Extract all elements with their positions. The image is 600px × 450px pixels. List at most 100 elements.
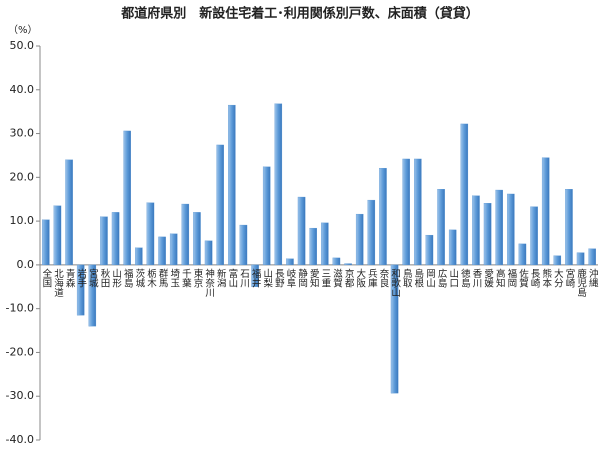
x-tick-label: 広島 [436, 268, 448, 289]
x-tick-label: 香川 [470, 269, 482, 288]
bar [297, 196, 306, 266]
bar [181, 203, 190, 266]
x-tick-label: 東京 [191, 268, 203, 289]
bar [507, 193, 515, 266]
bar [344, 263, 352, 266]
bar [367, 199, 376, 266]
x-tick-label: 滋賀 [331, 268, 343, 289]
x-tick-label: 和歌山 [389, 269, 401, 298]
x-tick-label: 山口 [447, 269, 458, 288]
x-tick-label: 千葉 [180, 269, 192, 289]
y-tick-label: 0.0 [17, 258, 35, 271]
x-tick-label: 大分 [552, 268, 564, 289]
x-tick-label: 山梨 [261, 269, 273, 289]
x-tick-label: 高知 [494, 268, 506, 289]
bar [321, 222, 329, 266]
bar [123, 130, 131, 266]
x-tick-label: 茨城 [133, 268, 145, 289]
bar [262, 166, 271, 266]
y-tick-label: 50.0 [10, 39, 35, 52]
bar [483, 203, 492, 266]
x-tick-label: 新潟 [215, 268, 227, 289]
x-tick-label: 石川 [238, 269, 250, 288]
y-tick-label: -10.0 [6, 302, 34, 315]
bar [42, 219, 50, 266]
x-tick-label: 大阪 [354, 268, 366, 289]
bar [518, 243, 527, 266]
bar [65, 159, 73, 266]
x-tick-label: 兵庫 [366, 268, 378, 289]
x-tick-label: 宮城 [87, 268, 99, 289]
x-tick-label: 青森 [64, 268, 76, 289]
x-tick-label: 三重 [319, 269, 331, 288]
bar [565, 189, 573, 266]
bar [88, 264, 97, 327]
x-tick-label: 奈良 [377, 268, 389, 289]
x-tick-label: 福岡 [505, 268, 517, 289]
bar [146, 202, 155, 266]
bar [216, 144, 224, 266]
bar [76, 264, 85, 316]
x-tick-label: 愛知 [308, 268, 320, 289]
x-tick-label: 栃木 [145, 268, 157, 289]
bar [239, 224, 248, 266]
y-tick-label: 10.0 [10, 214, 35, 227]
bar [193, 212, 201, 266]
y-tick-label: -30.0 [6, 389, 34, 402]
bar [228, 104, 236, 266]
bar [53, 205, 62, 266]
x-tick-label: 徳島 [459, 268, 471, 289]
bar [332, 257, 341, 266]
x-tick-label: 群馬 [157, 268, 169, 289]
bar [553, 255, 562, 266]
y-tick-label: -20.0 [6, 345, 34, 358]
bar [355, 213, 364, 266]
bar [588, 248, 596, 266]
bar [169, 233, 178, 266]
bar [460, 123, 469, 266]
x-tick-label: 秋田 [98, 268, 110, 289]
bar [286, 258, 294, 266]
x-tick-label: 沖縄 [587, 268, 599, 288]
x-tick-label: 宮崎 [563, 268, 575, 288]
bar [158, 236, 166, 266]
bar [576, 252, 585, 266]
y-tick-label: -40.0 [6, 433, 34, 446]
x-tick-label: 長野 [273, 269, 285, 288]
y-tick-label: 40.0 [10, 83, 35, 96]
x-tick-label: 長崎 [529, 269, 541, 288]
bar [530, 206, 538, 266]
x-tick-label: 北海道 [52, 269, 64, 298]
x-tick-label: 岩手 [75, 268, 87, 289]
y-axis-label: （%） [8, 24, 38, 36]
x-tick-label: 岡山 [424, 269, 436, 288]
x-tick-label: 鳥取 [401, 268, 413, 289]
y-tick-label: 20.0 [10, 170, 35, 183]
bar [111, 212, 120, 266]
bar [437, 189, 445, 266]
bar [135, 247, 143, 266]
bar [402, 158, 410, 266]
bar [414, 158, 422, 266]
x-tick-label: 富山 [226, 268, 238, 288]
bar [495, 189, 503, 266]
bar [100, 216, 108, 266]
x-tick-label: 島根 [412, 268, 424, 289]
bar [425, 234, 434, 266]
chart-title: 都道府県別 新設住宅着工･利用関係別戸数、床面積（貸貸） [120, 6, 479, 22]
bar [448, 229, 457, 266]
x-tick-label: 愛媛 [482, 268, 494, 289]
bar [379, 167, 387, 266]
bar [204, 240, 213, 266]
x-tick-label: 全国 [40, 268, 52, 289]
x-tick-label: 山形 [110, 269, 122, 289]
x-tick-label: 佐賀 [517, 268, 529, 289]
bar [472, 195, 480, 266]
x-tick-label: 福島 [122, 268, 134, 289]
x-tick-label: 京都 [343, 268, 355, 289]
x-tick-label: 鹿児島 [575, 268, 587, 298]
bar [274, 103, 283, 266]
bar [309, 227, 317, 266]
x-tick-label: 神奈川 [203, 268, 215, 297]
